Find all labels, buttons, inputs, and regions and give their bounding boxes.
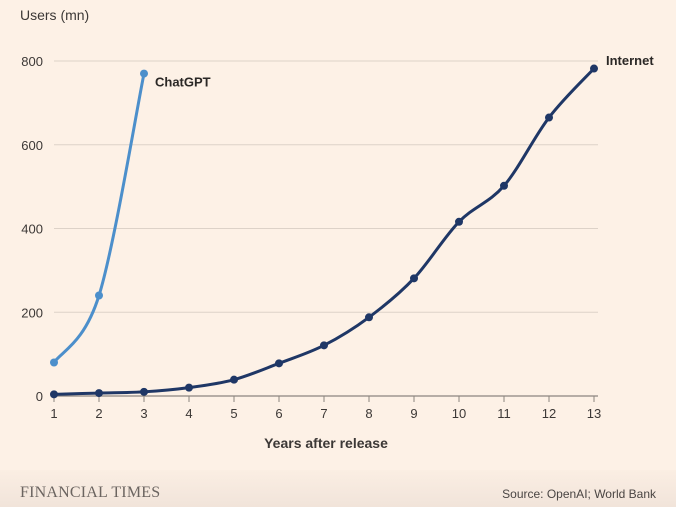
internet-point bbox=[590, 64, 598, 73]
x-tick-label: 9 bbox=[410, 406, 417, 421]
x-tick-label: 11 bbox=[497, 406, 511, 421]
y-tick-label: 200 bbox=[21, 305, 43, 320]
publisher-logo: FINANCIAL TIMES bbox=[20, 484, 161, 501]
internet-point bbox=[230, 375, 238, 384]
y-tick-label: 400 bbox=[21, 222, 43, 237]
x-tick-label: 8 bbox=[365, 406, 372, 421]
internet-point bbox=[410, 274, 418, 283]
x-tick-label: 1 bbox=[50, 406, 57, 421]
chatgpt-point bbox=[50, 358, 58, 367]
internet-point bbox=[545, 113, 553, 122]
line-chart: Users (mn) 0 200 400 600 800 1 2 3 4 5 6 7 8 9 10 11 12 13… bbox=[20, 7, 654, 451]
y-tick-label: 0 bbox=[36, 389, 43, 404]
internet-point bbox=[95, 389, 103, 398]
x-tick-label: 6 bbox=[275, 406, 282, 421]
chatgpt-series-label: ChatGPT bbox=[155, 75, 211, 90]
internet-series-label: Internet bbox=[606, 53, 654, 68]
x-tick-label: 2 bbox=[95, 406, 102, 421]
x-tick-label: 12 bbox=[542, 406, 556, 421]
x-tick-label: 4 bbox=[185, 406, 192, 421]
footer: FINANCIAL TIMES Source: OpenAI; World Ba… bbox=[0, 470, 676, 507]
x-tick-label: 5 bbox=[230, 406, 237, 421]
internet-point bbox=[185, 383, 193, 392]
y-tick-label: 600 bbox=[21, 138, 43, 153]
internet-point bbox=[50, 390, 58, 399]
x-tick-label: 3 bbox=[140, 406, 147, 421]
internet-point bbox=[365, 313, 373, 322]
source-note: Source: OpenAI; World Bank bbox=[502, 487, 656, 501]
internet-point bbox=[140, 387, 148, 396]
y-tick-label: 800 bbox=[21, 54, 43, 69]
chatgpt-line bbox=[52, 72, 146, 364]
chatgpt-point bbox=[95, 291, 103, 300]
chatgpt-point bbox=[140, 69, 148, 78]
x-tick-label: 13 bbox=[587, 406, 601, 421]
internet-point bbox=[320, 341, 328, 350]
x-tick-label: 7 bbox=[320, 406, 327, 421]
internet-point bbox=[455, 217, 463, 226]
x-tick-label: 10 bbox=[452, 406, 466, 421]
internet-point bbox=[500, 181, 508, 190]
x-axis-title: Years after release bbox=[264, 435, 388, 451]
y-axis-title: Users (mn) bbox=[20, 7, 89, 23]
internet-point bbox=[275, 359, 283, 368]
